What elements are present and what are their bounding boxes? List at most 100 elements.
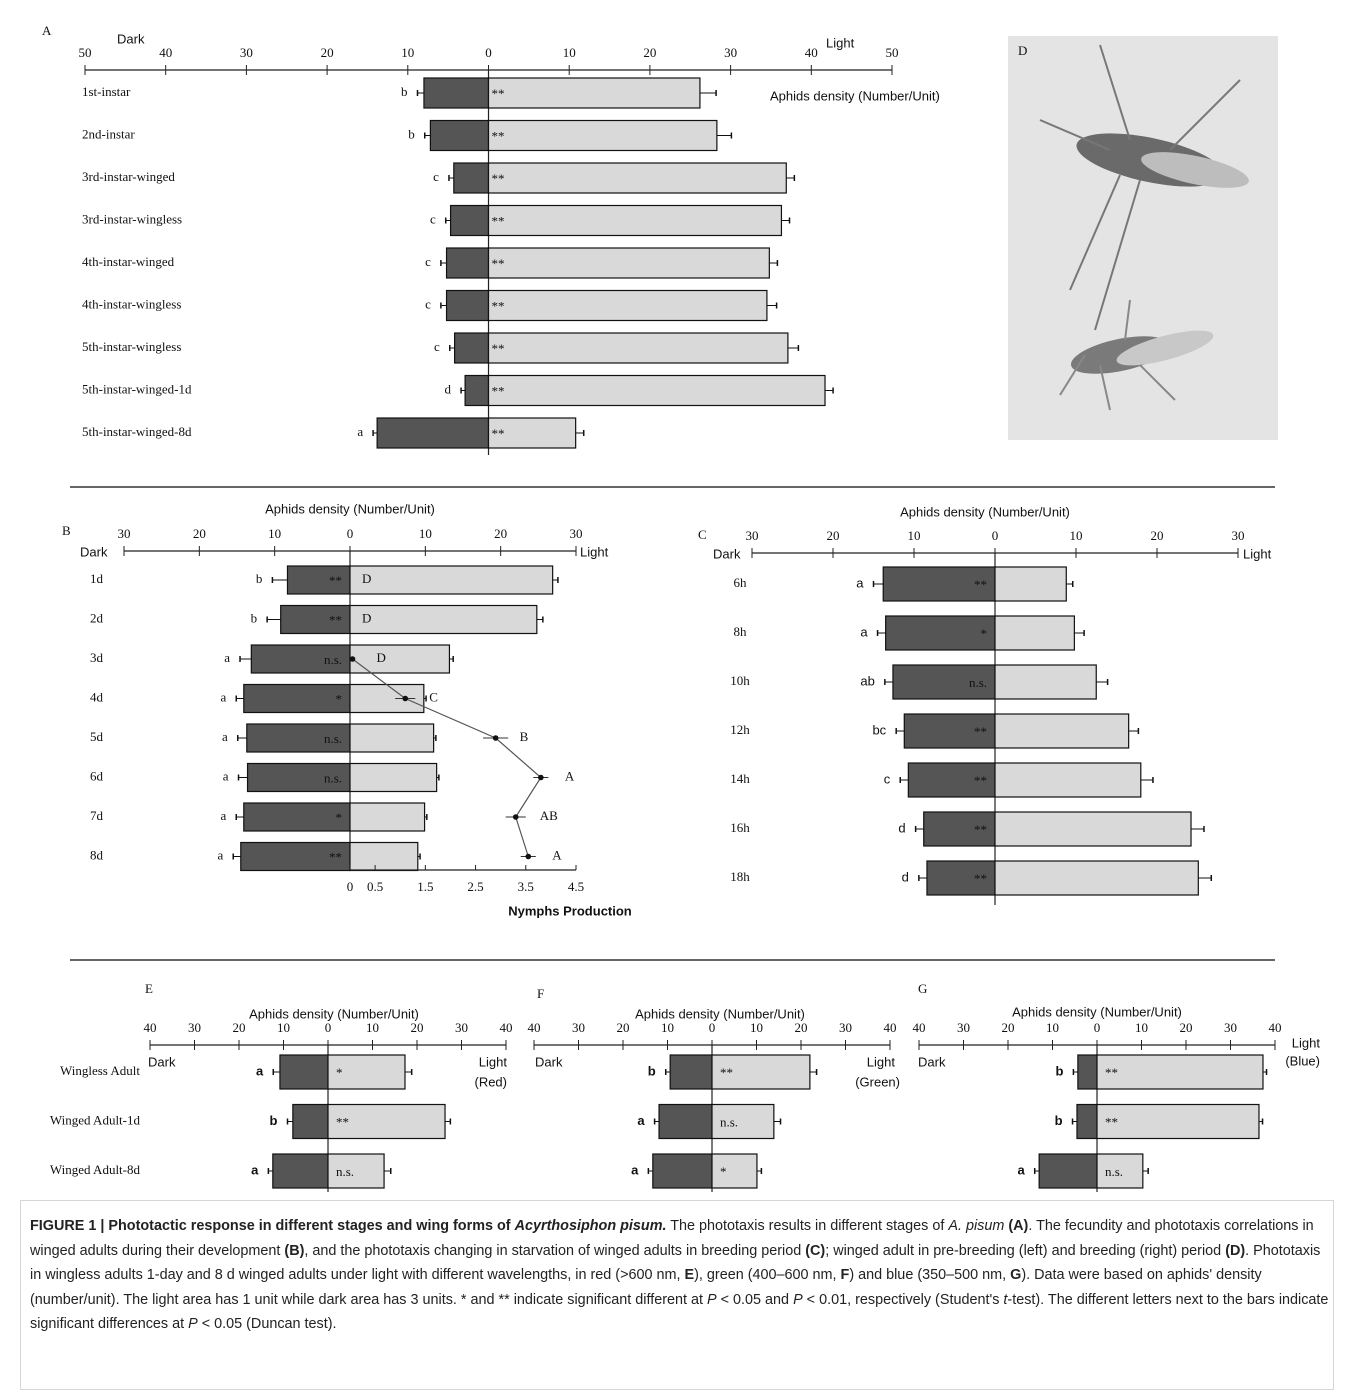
category-label: 5th-instar-winged-8d [82,424,192,439]
panel: G 40 30 20 10 0 10 20 30 40 Dark Light (Blue) Aphids … [913,981,1320,1192]
bar [994,811,1192,847]
bar [994,664,1097,700]
line-tick-label: 0.5 [367,879,383,894]
significance-mark: ** [492,383,505,398]
bar [1076,1103,1098,1140]
caption-text: ) and blue (350–500 nm, [849,1267,1011,1283]
caption-text: FIGURE 1 | Phototactic response in diffe… [30,1218,515,1234]
caption-text: ). Data were based on aphids' density (n… [30,1267,1262,1308]
line-point [512,814,519,820]
line-letter: B [520,729,529,744]
bar [1096,1103,1260,1140]
significance-letter: bc [872,722,886,737]
bar [487,247,770,279]
significance-mark: n.s. [324,731,342,746]
significance-letter: c [884,771,891,786]
line-letter: D [362,610,371,625]
bar [327,1054,406,1090]
bar [349,604,538,635]
x-tick-label: 20 [643,45,656,60]
x-tick-label: 30 [572,1020,585,1035]
x-tick-label: 40 [500,1020,513,1035]
category-label: 4th-instar-winged [82,254,175,269]
category-label: 3d [90,650,104,665]
x-tick-label: 40 [144,1020,157,1035]
x-tick-label: 0 [325,1020,332,1035]
significance-letter: ab [860,673,874,688]
significance-letter: a [256,1063,264,1078]
panel: F 40 30 20 10 0 10 20 30 40 Dark Light (Green) Aphids… [528,986,900,1192]
line-tick-label: 4.5 [568,879,584,894]
bar [923,811,996,847]
significance-letter: b [648,1063,656,1078]
bar [327,1103,446,1140]
significance-mark: * [336,691,343,706]
x-tick-label: 10 [366,1020,379,1035]
category-label: 18h [730,869,750,884]
significance-letter: d [902,869,909,884]
significance-mark: ** [492,256,505,271]
caption-text: Acyrthosiphon pisum. [514,1218,667,1234]
significance-mark: ** [974,577,987,592]
category-label: 3rd-instar-wingless [82,211,182,226]
category-label: 14h [730,771,750,786]
significance-mark: ** [1105,1065,1118,1080]
axis-end-label: Light [1243,546,1272,561]
significance-letter: a [251,1162,259,1177]
category-label: 10h [730,673,750,688]
significance-mark: ** [492,171,505,186]
bar [652,1153,713,1189]
category-label: Winged Adult-1d [50,1112,141,1127]
significance-letter: b [401,84,408,99]
category-label: Wingless Adult [60,1063,140,1078]
aphid-legs [1059,299,1176,411]
x-tick-label: 20 [1002,1020,1015,1035]
caption-text: The phototaxis results in different stag… [666,1218,949,1234]
significance-letter: a [224,650,230,665]
significance-letter: b [251,610,258,625]
category-label: Winged Adult-8d [50,1162,141,1177]
significance-mark: ** [336,1114,349,1129]
bar [445,247,490,279]
bar [349,841,419,872]
significance-letter: c [425,254,431,269]
x-tick-label: 0 [485,45,492,60]
caption: FIGURE 1 | Phototactic response in diffe… [30,1214,1330,1337]
significance-letter: a [1017,1162,1025,1177]
category-label: 8d [90,847,104,862]
x-tick-label: 30 [188,1020,201,1035]
bar [1077,1054,1098,1090]
x-tick-label: 0 [1094,1020,1101,1035]
x-tick-label: 10 [277,1020,290,1035]
x-axis-title: Aphids density (Number/Unit) [900,504,1070,519]
x-tick-label: 50 [79,45,92,60]
x-tick-label: 30 [839,1020,852,1035]
significance-letter: c [434,339,440,354]
bar [423,77,490,109]
axis-end-label: Light [826,35,855,50]
significance-letter: d [445,381,452,396]
caption-text: t [1003,1291,1008,1308]
x-tick-label: 10 [419,526,432,541]
bar [349,723,435,753]
panel-label: C [698,527,707,542]
x-tick-label: 30 [1232,528,1245,543]
line-letter: A [565,768,575,783]
bar [658,1103,713,1140]
significance-mark: ** [974,724,987,739]
bar [882,566,996,602]
significance-mark: ** [720,1065,733,1080]
panel-label: E [145,981,153,996]
bar [711,1103,775,1140]
category-label: 6h [734,575,748,590]
bar [279,1054,329,1090]
caption-text: < 0.05 (Duncan test). [197,1316,337,1332]
significance-letter: a [222,729,228,744]
category-label: 12h [730,722,750,737]
category-label: 2nd-instar [82,126,135,141]
x-tick-label: 10 [401,45,414,60]
significance-letter: b [1055,1113,1063,1128]
significance-mark: n.s. [336,1164,354,1179]
bar [903,713,996,749]
line-letter: C [429,689,438,704]
